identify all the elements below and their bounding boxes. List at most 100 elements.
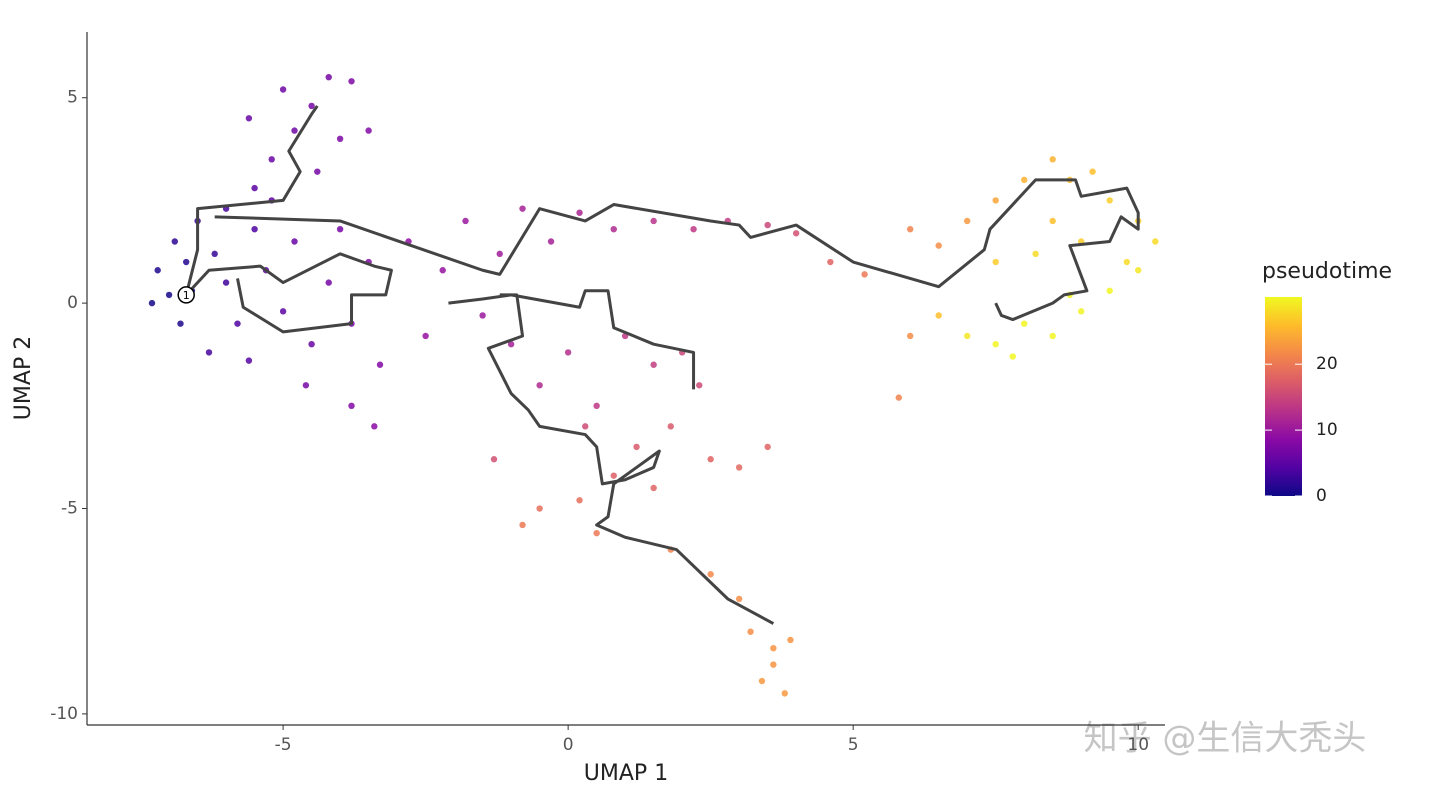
cell-point bbox=[519, 521, 526, 529]
cell-point bbox=[650, 217, 657, 225]
cell-point bbox=[861, 271, 868, 278]
cell-point bbox=[735, 464, 743, 471]
colorbar-tick-label: 10 bbox=[1316, 420, 1338, 440]
cell-point bbox=[895, 394, 902, 401]
cell-point bbox=[593, 529, 600, 537]
root-label: 1 bbox=[183, 289, 190, 302]
cell-point bbox=[564, 349, 572, 356]
cell-point bbox=[371, 423, 378, 430]
cell-point bbox=[251, 184, 258, 192]
cell-point bbox=[1049, 156, 1056, 163]
cell-point bbox=[650, 361, 657, 368]
cell-point bbox=[576, 497, 583, 504]
cell-point bbox=[1020, 320, 1028, 327]
cell-point bbox=[935, 312, 942, 319]
legend-title: pseudotime bbox=[1262, 259, 1392, 284]
cell-point bbox=[268, 156, 275, 163]
cell-point bbox=[325, 279, 332, 286]
cell-point bbox=[1009, 353, 1016, 360]
cell-point bbox=[582, 423, 589, 430]
cell-point bbox=[536, 382, 543, 389]
cell-point bbox=[764, 443, 771, 451]
cell-point bbox=[787, 636, 794, 644]
x-tick-label: 0 bbox=[563, 735, 574, 755]
trajectory bbox=[448, 293, 512, 305]
cell-point bbox=[336, 135, 344, 143]
cell-point bbox=[314, 168, 321, 175]
x-tick-label: 5 bbox=[848, 735, 859, 755]
cell-point bbox=[279, 308, 287, 315]
cell-point bbox=[308, 340, 315, 348]
cell-point bbox=[291, 238, 298, 245]
cell-point bbox=[234, 320, 241, 327]
cell-point bbox=[507, 340, 515, 348]
cell-point bbox=[764, 221, 771, 229]
colorbar-tick-label: 0 bbox=[1316, 486, 1327, 506]
colorbar-tick-label: 20 bbox=[1316, 354, 1338, 374]
cell-point bbox=[1032, 250, 1039, 258]
cell-point bbox=[707, 571, 714, 578]
trajectory bbox=[486, 293, 775, 625]
cell-point bbox=[690, 225, 697, 233]
cell-point bbox=[827, 258, 834, 266]
cell-point bbox=[148, 299, 156, 307]
trajectory bbox=[510, 289, 696, 390]
cell-point bbox=[906, 332, 914, 340]
cell-point bbox=[633, 443, 640, 451]
cell-point bbox=[302, 382, 310, 389]
cell-point bbox=[667, 423, 674, 430]
cell-point bbox=[1089, 168, 1096, 175]
colorbar bbox=[1265, 297, 1302, 496]
cell-point bbox=[325, 73, 332, 81]
cell-point bbox=[1152, 238, 1159, 245]
cell-point bbox=[770, 661, 777, 668]
cell-point bbox=[735, 595, 743, 603]
cell-point bbox=[1049, 332, 1056, 340]
y-tick-label: -10 bbox=[50, 704, 78, 724]
cell-point bbox=[251, 225, 258, 233]
cell-point bbox=[182, 258, 190, 266]
y-tick-label: 5 bbox=[67, 88, 78, 108]
cell-point bbox=[365, 127, 372, 134]
cell-point bbox=[792, 230, 800, 237]
cell-point bbox=[245, 357, 253, 364]
cell-point bbox=[479, 312, 486, 319]
cell-point bbox=[348, 78, 355, 85]
cell-point bbox=[610, 225, 617, 233]
cell-point bbox=[336, 225, 344, 233]
cell-point bbox=[376, 361, 384, 368]
cell-point bbox=[439, 267, 446, 274]
cell-point bbox=[650, 484, 657, 492]
cell-point bbox=[154, 267, 161, 274]
cell-point bbox=[536, 505, 543, 512]
cell-point bbox=[490, 456, 498, 463]
cell-point bbox=[422, 332, 429, 340]
trajectory bbox=[185, 252, 393, 334]
cell-point bbox=[165, 291, 173, 299]
x-tick-label: 10 bbox=[1127, 735, 1149, 755]
y-axis-title: UMAP 2 bbox=[11, 336, 36, 420]
cell-point bbox=[1106, 287, 1113, 294]
cell-point bbox=[1049, 217, 1056, 225]
cell-point bbox=[1135, 267, 1142, 274]
cell-point bbox=[696, 382, 703, 389]
cell-point bbox=[707, 456, 714, 463]
cell-point bbox=[1020, 176, 1028, 184]
cell-point bbox=[245, 115, 253, 122]
cell-point bbox=[963, 217, 971, 225]
cell-point bbox=[547, 238, 555, 245]
y-tick-label: 0 bbox=[67, 293, 78, 313]
cell-point bbox=[781, 690, 788, 697]
cell-point bbox=[348, 402, 355, 410]
cell-point bbox=[906, 225, 914, 233]
x-axis-title: UMAP 1 bbox=[584, 761, 668, 786]
cell-point bbox=[992, 197, 999, 204]
cell-point bbox=[462, 217, 469, 225]
cell-point bbox=[1123, 258, 1131, 266]
cell-point bbox=[963, 332, 971, 340]
trajectory bbox=[214, 178, 1140, 322]
cell-point bbox=[222, 279, 230, 286]
cell-point bbox=[177, 320, 184, 327]
cell-point bbox=[211, 250, 218, 258]
